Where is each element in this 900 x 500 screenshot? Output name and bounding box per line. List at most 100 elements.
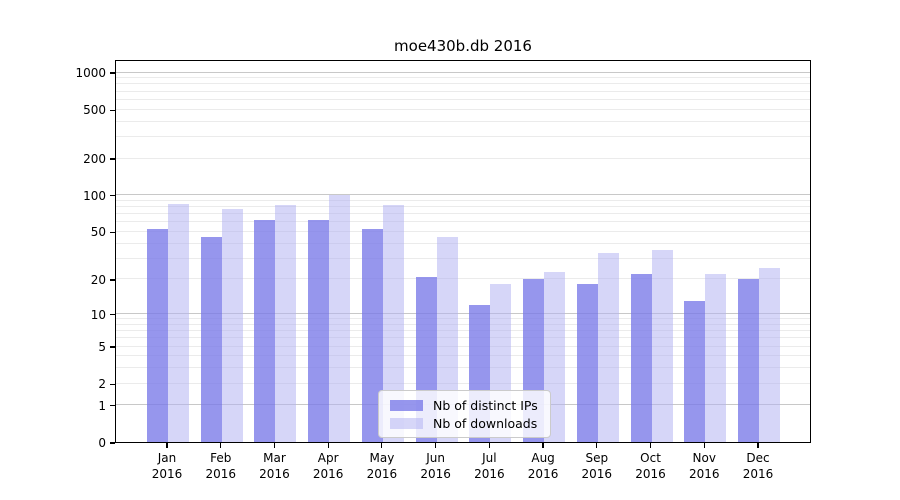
legend: Nb of distinct IPs Nb of downloads xyxy=(378,390,551,438)
x-tick-year: 2016 xyxy=(259,467,290,481)
plot-area xyxy=(115,60,811,443)
gridline-minor xyxy=(116,157,810,159)
x-tick-mark xyxy=(488,443,490,448)
y-tick-label: 10 xyxy=(90,307,106,322)
legend-swatch-downloads xyxy=(390,417,423,429)
gridline-minor xyxy=(116,135,810,137)
bar-ips-dec xyxy=(737,279,759,442)
bar-downloads-apr xyxy=(329,194,351,442)
y-tick-mark xyxy=(110,279,115,281)
x-tick-year: 2016 xyxy=(527,467,559,481)
x-tick-mark xyxy=(435,443,437,448)
y-tick-label: 0 xyxy=(98,436,106,450)
gridline-major xyxy=(116,313,810,315)
gridline-minor xyxy=(116,355,810,357)
x-tick-year: 2016 xyxy=(312,467,344,481)
x-tick-month: Dec xyxy=(746,451,770,465)
y-tick-mark xyxy=(110,313,115,316)
gridline-minor xyxy=(116,337,810,339)
y-tick-mark xyxy=(110,442,115,444)
gridline-minor xyxy=(116,330,810,332)
x-tick-year: 2016 xyxy=(420,467,451,481)
x-tick-mark xyxy=(542,443,544,448)
bar-downloads-jan xyxy=(168,203,189,442)
chart-title: moe430b.db 2016 xyxy=(394,37,532,55)
gridline-minor xyxy=(116,206,810,208)
gridline-minor xyxy=(116,278,810,280)
x-tick-year: 2016 xyxy=(635,467,666,481)
gridline-major xyxy=(116,194,810,196)
legend-swatch-distinct-ips xyxy=(390,399,423,411)
bar-downloads-may xyxy=(382,205,404,442)
y-tick-label: 50 xyxy=(90,225,106,240)
bar-ips-sep xyxy=(576,284,598,442)
x-tick-month: Jul xyxy=(482,451,497,465)
x-tick-month: Sep xyxy=(585,451,609,465)
bar-downloads-feb xyxy=(221,208,243,442)
x-tick-month: Nov xyxy=(692,451,716,465)
y-tick-mark xyxy=(110,109,115,111)
y-tick-mark xyxy=(110,346,115,348)
bar-downloads-oct xyxy=(651,250,673,442)
bar-downloads-mar xyxy=(275,205,297,442)
gridline-major xyxy=(116,71,810,73)
x-tick-year: 2016 xyxy=(151,467,183,481)
x-tick-year: 2016 xyxy=(688,467,720,481)
y-tick-mark xyxy=(110,383,115,385)
x-tick-month: May xyxy=(369,451,395,465)
gridline-minor xyxy=(116,230,810,232)
gridline-minor xyxy=(116,98,810,100)
y-tick-mark xyxy=(110,231,115,234)
y-tick-label: 5 xyxy=(98,340,106,355)
y-tick-label: 2 xyxy=(98,377,106,392)
y-tick-label: 1000 xyxy=(75,66,106,81)
gridline-minor xyxy=(116,242,810,244)
x-tick-label-jun: Jun 2016 xyxy=(406,450,466,482)
x-tick-mark xyxy=(381,443,383,448)
x-tick-mark xyxy=(757,443,759,448)
x-tick-label-jul: Jul 2016 xyxy=(459,450,519,482)
x-tick-label-may: May 2016 xyxy=(352,450,412,482)
y-tick-mark xyxy=(110,158,115,160)
x-tick-month: Jun xyxy=(426,451,445,465)
x-tick-label-dec: Dec 2016 xyxy=(728,450,788,482)
bar-ips-nov xyxy=(684,300,706,442)
x-tick-mark xyxy=(273,443,276,448)
gridline-minor xyxy=(116,108,810,110)
gridline-minor xyxy=(116,83,810,85)
gridline-minor xyxy=(116,367,810,369)
bar-downloads-dec xyxy=(758,267,780,442)
x-tick-label-feb: Feb 2016 xyxy=(191,450,251,482)
bar-downloads-sep xyxy=(597,253,619,442)
x-tick-year: 2016 xyxy=(474,467,505,481)
legend-entry-downloads: Nb of downloads xyxy=(390,414,538,432)
gridline-minor xyxy=(116,221,810,223)
bar-ips-apr xyxy=(308,220,330,442)
x-tick-month: Apr xyxy=(317,451,339,465)
x-tick-year: 2016 xyxy=(581,467,613,481)
x-tick-label-aug: Aug 2016 xyxy=(513,450,573,482)
x-tick-mark xyxy=(327,443,329,448)
legend-entry-distinct-ips: Nb of distinct IPs xyxy=(390,396,538,414)
x-tick-mark xyxy=(649,443,652,448)
y-tick-label: 20 xyxy=(90,272,106,287)
x-tick-month: Jan xyxy=(157,451,177,465)
y-tick-mark xyxy=(110,405,115,407)
x-tick-label-nov: Nov 2016 xyxy=(674,450,734,482)
x-tick-label-mar: Mar 2016 xyxy=(244,450,304,482)
gridline-minor xyxy=(116,77,810,79)
x-tick-label-apr: Apr 2016 xyxy=(298,450,358,482)
gridline-minor xyxy=(116,382,810,384)
gridline-minor xyxy=(116,199,810,201)
bar-ips-oct xyxy=(630,274,652,442)
x-tick-mark xyxy=(703,443,705,448)
x-tick-mark xyxy=(166,443,168,448)
gridline-minor xyxy=(116,318,810,320)
gridline-minor xyxy=(116,213,810,215)
y-tick-label: 200 xyxy=(83,152,106,167)
x-tick-year: 2016 xyxy=(366,467,398,481)
bar-downloads-nov xyxy=(705,274,727,442)
y-tick-label: 500 xyxy=(83,103,106,118)
bar-ips-may xyxy=(361,229,383,442)
